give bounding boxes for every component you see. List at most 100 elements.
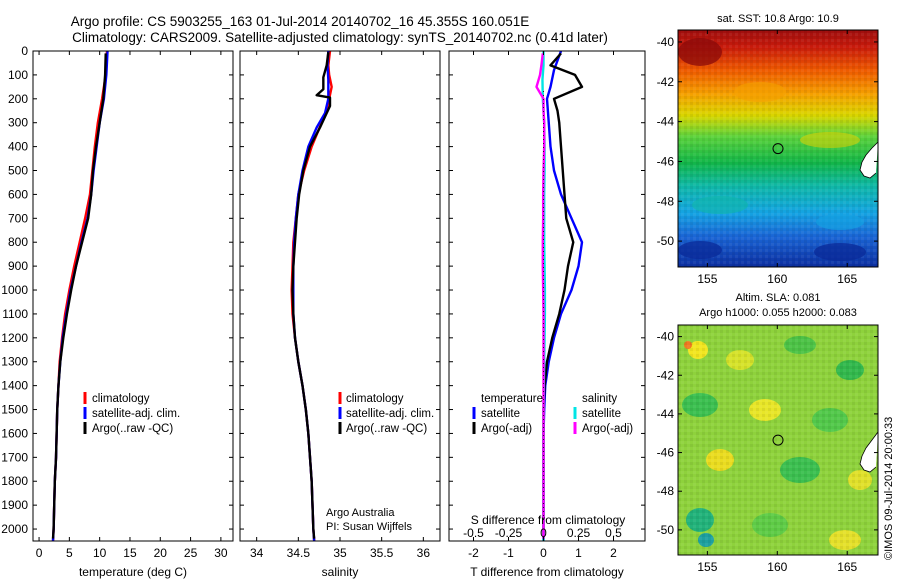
y-tick-label: 1500 [1,403,28,417]
y-tick-label: 1800 [1,474,28,488]
x-tick-label: 34 [250,546,264,560]
salinity-legend: climatology satellite-adj. clim. Argo(..… [338,392,434,435]
map-y-tick-label: -48 [657,484,675,498]
y-tick-label: 1200 [1,331,28,345]
x-tick-label: 35.5 [370,546,394,560]
sst-map-axes: -40 -42 -44 -46 -48 -50 155 160 165 [657,30,878,286]
x-tick-label: 0 [36,546,43,560]
temperature-axes: 0100200300400500600700800900100011001200… [1,44,233,560]
map-y-tick-label: -50 [657,523,675,537]
argo-position-marker [772,143,784,155]
x-tick-label: 1 [575,546,582,560]
difference-frame [448,50,646,542]
legend-label-t-satellite: satellite [481,408,520,420]
map-y-tick-label: -48 [657,194,675,208]
series-argo-raw-qc [51,53,107,539]
x-tick-label: 20 [154,546,168,560]
temperature-frame [32,50,234,542]
legend-label-argo: Argo(..raw -QC) [346,423,427,435]
y-tick-label: 300 [8,116,28,130]
y-tick-label: 400 [8,140,28,154]
sst-map: sat. SST: 10.8 Argo: 10.9 -40-42-44-46-4… [657,13,879,286]
salinity-panel: 34 34.5 35 35.5 36 salinity climatology sate… [239,50,441,579]
temperature-lines [51,50,109,542]
map-y-tick-label: -46 [657,154,675,168]
legend-label-s-satellite: satellite [582,408,621,420]
y-tick-label: 200 [8,92,28,106]
temperature-panel: 0100200300400500600700800900100011001200… [1,44,234,579]
y-tick-label: 1000 [1,283,28,297]
figure-title-line1: Argo profile: CS 5903255_163 01-Jul-2014… [71,14,530,29]
sla-map-title-line1: Altim. SLA: 0.081 [736,292,821,304]
legend-label-s-argo: Argo(-adj) [582,423,633,435]
s-tick-label: 0.5 [605,526,622,540]
y-tick-label: 500 [8,164,28,178]
y-tick-label: 800 [8,235,28,249]
y-tick-label: 100 [8,68,28,82]
x-tick-label: 36 [417,546,431,560]
difference-legend: temperature satellite Argo(-adj) salinit… [472,393,633,435]
sla-map-frame [677,324,879,556]
imos-credit: ©IMOS 09-Jul-2014 20:00:33 [883,417,895,560]
argo-position-marker [772,434,784,446]
s-tick-label: -0.25 [495,526,523,540]
map-y-tick-label: -42 [657,368,675,382]
y-tick-label: 1900 [1,498,28,512]
y-tick-label: 900 [8,259,28,273]
legend-label-argo: Argo(..raw -QC) [92,423,173,435]
legend-header-temperature: temperature [481,393,543,405]
y-tick-label: 1400 [1,379,28,393]
x-tick-label: 34.5 [287,546,311,560]
annotation-pi: PI: Susan Wijffels [326,521,412,533]
sst-map-title: sat. SST: 10.8 Argo: 10.9 [717,13,839,25]
y-tick-label: 1700 [1,450,28,464]
sst-patches [678,38,866,261]
salinity-frame [239,50,441,542]
sst-coastline [859,141,879,179]
map-x-tick-label: 160 [767,560,787,574]
s-difference-label: S difference from climatology [471,513,626,527]
sla-map: Altim. SLA: 0.081 Argo h1000: 0.055 h200… [657,292,879,574]
x-tick-label: -1 [503,546,514,560]
salinity-axes: 34 34.5 35 35.5 36 [240,50,440,560]
y-tick-label: 700 [8,211,28,225]
y-tick-label: 1300 [1,355,28,369]
series-salinity-argo-adj [535,53,546,539]
salinity-xlabel: salinity [322,565,359,579]
legend-label-t-argo: Argo(-adj) [481,423,532,435]
temperature-xlabel: temperature (deg C) [79,565,187,579]
t-difference-xlabel: T difference from climatology [470,565,624,579]
map-x-tick-label: 165 [837,560,857,574]
map-y-tick-label: -44 [657,407,675,421]
y-tick-label: 0 [21,44,28,58]
x-tick-label: -2 [468,546,479,560]
y-tick-label: 1600 [1,426,28,440]
map-x-tick-label: 160 [767,272,787,286]
y-tick-label: 1100 [2,307,28,321]
series-argo-raw-qc [291,52,332,539]
map-x-tick-label: 155 [697,560,717,574]
sla-map-axes: -40 -42 -44 -46 -48 -50 155 160 165 [657,325,878,574]
map-x-tick-label: 155 [697,272,717,286]
s-tick-label: -0.5 [463,526,484,540]
map-y-tick-label: -44 [657,115,675,129]
sla-field-texture [678,325,878,555]
difference-lines [535,50,584,541]
sst-map-frame [677,29,879,268]
s-tick-label: 0.25 [567,526,591,540]
map-y-tick-label: -46 [657,446,675,460]
y-tick-label: 600 [8,187,28,201]
legend-label-climatology: climatology [92,393,150,405]
figure-title-line2: Climatology: CARS2009. Satellite-adjuste… [72,30,608,45]
x-tick-label: 35 [333,546,347,560]
legend-label-satellite: satellite-adj. clim. [92,408,180,420]
difference-panel: -2 -1 0 1 2 -0.5 -0.25 0 0.25 0.5 S difference fr… [448,50,646,579]
x-tick-label: 15 [123,546,137,560]
y-tick-label: 2000 [1,522,28,536]
x-tick-label: 30 [214,546,228,560]
x-tick-label: 10 [93,546,107,560]
x-tick-label: 25 [184,546,198,560]
annotation-argo-australia: Argo Australia [326,507,395,519]
sla-map-title-line2: Argo h1000: 0.055 h2000: 0.083 [699,307,857,319]
legend-label-climatology: climatology [346,393,404,405]
